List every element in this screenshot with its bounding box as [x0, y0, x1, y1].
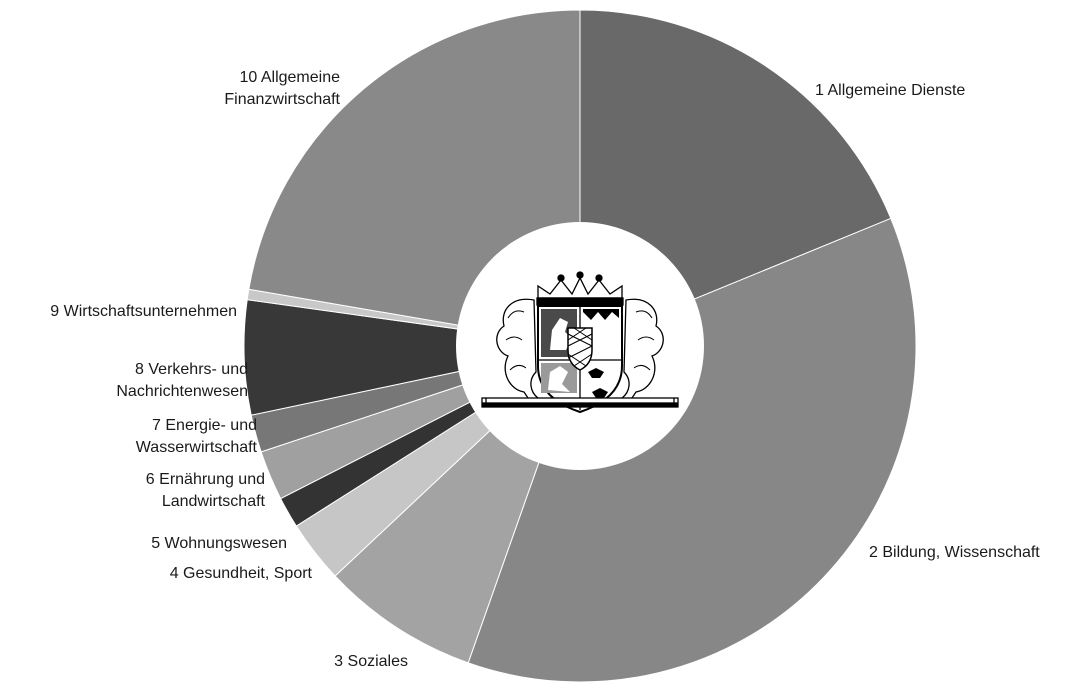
slice-label-7: 7 Energie- und Wasserwirtschaft [136, 417, 258, 456]
slice-label-line: 10 Allgemeine [239, 69, 340, 86]
slice-label-line: 3 Soziales [334, 653, 408, 670]
slice-labels: 1 Allgemeine Dienste 2 Bildung, Wissensch… [50, 69, 1040, 670]
slice-label-line: Landwirtschaft [162, 493, 266, 510]
slice-label-10: 10 Allgemeine Finanzwirtschaft [224, 69, 340, 108]
slice-label-line: Wasserwirtschaft [136, 439, 258, 456]
slice-label-line: 9 Wirtschaftsunternehmen [50, 303, 237, 320]
slice-label-line: 5 Wohnungswesen [151, 535, 287, 552]
slice-label-line: 2 Bildung, Wissenschaft [869, 544, 1040, 561]
slice-label-line: 8 Verkehrs- und [135, 361, 248, 378]
slice-label-3: 3 Soziales [334, 653, 408, 670]
slice-label-line: 6 Ernährung und [146, 471, 265, 488]
slice-label-line: Nachrichtenwesen [116, 383, 248, 400]
slice-label-line: Finanzwirtschaft [224, 91, 340, 108]
slice-label-2: 2 Bildung, Wissenschaft [869, 544, 1040, 561]
slice-label-5: 5 Wohnungswesen [151, 535, 287, 552]
slice-label-line: 7 Energie- und [152, 417, 257, 434]
slice-label-9: 9 Wirtschaftsunternehmen [50, 303, 237, 320]
slice-label-1: 1 Allgemeine Dienste [815, 82, 965, 99]
slice-label-line: 4 Gesundheit, Sport [170, 565, 313, 582]
slice-label-6: 6 Ernährung und Landwirtschaft [146, 471, 266, 510]
slice-label-line: 1 Allgemeine Dienste [815, 82, 965, 99]
slice-label-4: 4 Gesundheit, Sport [170, 565, 313, 582]
slice-label-8: 8 Verkehrs- und Nachrichtenwesen [116, 361, 248, 400]
coat-of-arms-icon [481, 271, 679, 414]
